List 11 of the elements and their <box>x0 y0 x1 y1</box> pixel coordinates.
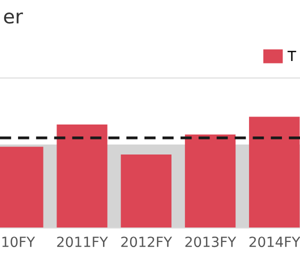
x-tick-label: 10FY <box>2 236 36 248</box>
bar <box>120 154 172 228</box>
x-tick-label: 2014FY <box>249 236 300 248</box>
x-tick-label: 2013FY <box>185 236 236 248</box>
x-tick-label: 2012FY <box>121 236 172 248</box>
chart-title: er <box>4 12 23 24</box>
legend-label: T <box>288 50 296 62</box>
bar <box>184 134 236 228</box>
bar <box>249 116 300 228</box>
x-tick-label: 2011FY <box>57 236 108 248</box>
bar <box>56 124 108 228</box>
